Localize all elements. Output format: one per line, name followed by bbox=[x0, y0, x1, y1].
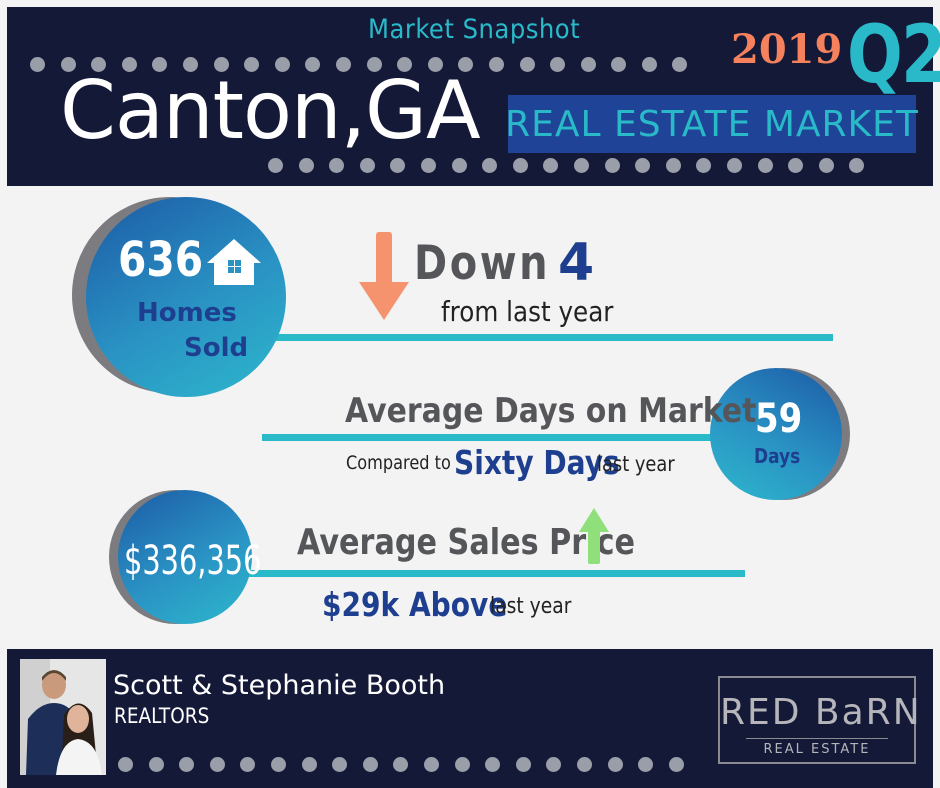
year-label: 2019 bbox=[731, 26, 843, 73]
logo-divider bbox=[746, 738, 888, 739]
sales-price-title: Average Sales Price bbox=[297, 522, 636, 563]
homes-label: Homes bbox=[137, 298, 237, 328]
days-value: 59 bbox=[755, 396, 803, 442]
brokerage-logo: RED BaRN REAL ESTATE bbox=[718, 676, 922, 764]
agent-photo bbox=[20, 659, 106, 775]
subtitle: Market Snapshot bbox=[368, 14, 581, 45]
divider-line-2 bbox=[262, 434, 742, 441]
days-on-market-title: Average Days on Market bbox=[345, 391, 757, 431]
header-dots-bottom bbox=[268, 158, 865, 173]
price-value: $336,356 bbox=[124, 538, 262, 584]
days-unit: Days bbox=[754, 444, 801, 468]
divider-line-1 bbox=[230, 334, 833, 341]
agent-name: Scott & Stephanie Booth bbox=[113, 670, 446, 701]
homes-sold-count: 636 bbox=[118, 232, 204, 288]
logo-subtitle: REAL ESTATE bbox=[763, 742, 871, 757]
house-icon bbox=[207, 239, 261, 285]
compared-suffix: last year bbox=[597, 452, 675, 476]
divider-line-3 bbox=[200, 570, 745, 577]
homes-sold-circle bbox=[86, 197, 286, 397]
city-title: Canton,GA bbox=[60, 64, 481, 157]
compared-prefix: Compared to bbox=[346, 452, 451, 474]
footer-dots bbox=[118, 757, 684, 772]
quarter-label: Q2 bbox=[847, 8, 940, 101]
change-direction-label: Down bbox=[414, 236, 551, 291]
header-dots-top bbox=[30, 57, 688, 72]
up-arrow-icon bbox=[579, 508, 609, 564]
price-change-value: $29k Above bbox=[322, 585, 508, 624]
price-change-suffix: last year bbox=[490, 594, 572, 619]
sold-label: Sold bbox=[184, 333, 249, 363]
change-value: 4 bbox=[558, 233, 595, 293]
banner-text: REAL ESTATE MARKET bbox=[505, 103, 919, 145]
compared-value: Sixty Days bbox=[454, 443, 620, 482]
change-sub-label: from last year bbox=[441, 295, 614, 328]
price-circle bbox=[118, 490, 252, 624]
agent-role: REALTORS bbox=[114, 704, 210, 728]
down-arrow-icon bbox=[359, 232, 409, 320]
real-estate-market-banner: REAL ESTATE MARKET bbox=[505, 95, 919, 153]
days-circle bbox=[710, 368, 842, 500]
logo-wordmark: RED BaRN bbox=[720, 692, 922, 733]
